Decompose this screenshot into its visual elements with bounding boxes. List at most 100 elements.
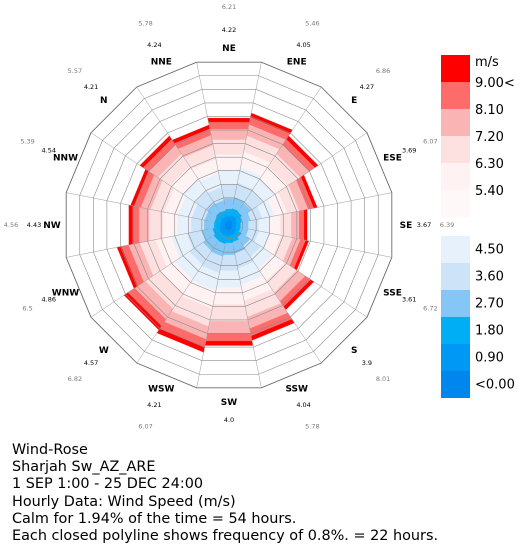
petal-band bbox=[258, 216, 270, 234]
direction-spoke bbox=[249, 228, 392, 258]
outer-ring-label: 4.56 bbox=[4, 221, 18, 229]
inner-ring-label: 4.54 bbox=[42, 146, 56, 154]
inner-ring-label: 4.57 bbox=[84, 359, 98, 367]
inner-ring-label: 3.69 bbox=[402, 146, 416, 154]
legend-label: 0.90 bbox=[475, 351, 504, 366]
direction-spokes-layer bbox=[66, 62, 392, 388]
inner-ring-label: 3.67 bbox=[417, 221, 431, 229]
petal-band bbox=[132, 205, 140, 245]
legend-swatch bbox=[441, 371, 470, 398]
direction-label-e: E bbox=[351, 96, 357, 106]
inner-ring-label: 4.27 bbox=[360, 83, 374, 91]
legend-swatch bbox=[441, 136, 470, 163]
chart-caption: Wind-Rose Sharjah Sw_AZ_ARE 1 SEP 1:00 -… bbox=[12, 442, 438, 545]
ring-labels-layer: 4.21 4.24 4.22 4.05 4.27 3.69 3.67 3.61 3.9 4.04 4… bbox=[4, 3, 454, 440]
caption-location: Sharjah Sw_AZ_ARE bbox=[12, 459, 156, 476]
petal-nne bbox=[172, 124, 230, 226]
outer-ring-label: 6.86 bbox=[376, 67, 390, 75]
outer-ring-label: 6.21 bbox=[222, 3, 236, 11]
petal-band bbox=[291, 210, 300, 240]
petal-band bbox=[209, 128, 249, 140]
petal-ene bbox=[228, 112, 293, 226]
direction-label-n: N bbox=[100, 96, 108, 106]
direction-spoke bbox=[249, 192, 392, 222]
direction-spoke bbox=[246, 236, 368, 318]
legend-label: 7.20 bbox=[475, 130, 504, 145]
legend-label: 6.30 bbox=[475, 157, 504, 172]
legend-unit: m/s bbox=[475, 55, 499, 70]
petal-band bbox=[280, 212, 292, 238]
petal-band bbox=[269, 214, 281, 236]
direction-label-se: SE bbox=[400, 221, 413, 231]
petal-ne bbox=[207, 117, 251, 226]
petal-nnw bbox=[130, 168, 230, 226]
caption-data-type: Hourly Data: Wind Speed (m/s) bbox=[12, 493, 236, 510]
caption-polyline: Each closed polyline shows frequency of … bbox=[12, 528, 439, 545]
outer-ring-label: 5.46 bbox=[305, 20, 319, 28]
legend-label: <0.00 bbox=[475, 378, 515, 393]
legend-swatch bbox=[441, 317, 470, 344]
frequency-ring bbox=[215, 211, 243, 239]
petal-band bbox=[207, 321, 251, 334]
legend-swatch bbox=[441, 82, 470, 109]
direction-spoke bbox=[232, 245, 262, 388]
direction-label-ssw: SSW bbox=[285, 385, 308, 395]
petal-band bbox=[217, 169, 241, 185]
legend-label: 1.80 bbox=[475, 324, 504, 339]
petal-band bbox=[214, 154, 244, 170]
outer-ring-label: 6.72 bbox=[423, 304, 437, 312]
inner-ring-label: 4.24 bbox=[147, 41, 161, 49]
inner-ring-label: 4.21 bbox=[84, 83, 98, 91]
legend-swatch bbox=[441, 163, 470, 190]
petal-wsw bbox=[156, 224, 230, 353]
direction-spoke bbox=[66, 228, 209, 258]
direction-label-sw: SW bbox=[221, 398, 237, 408]
inner-ring-label: 3.9 bbox=[362, 359, 372, 367]
caption-title: Wind-Rose bbox=[12, 442, 88, 458]
legend-swatch bbox=[441, 344, 470, 371]
inner-ring-label: 4.05 bbox=[296, 41, 310, 49]
outer-ring-label: 5.39 bbox=[20, 138, 34, 146]
inner-ring-label: 4.86 bbox=[42, 296, 56, 304]
outer-ring-label: 8.01 bbox=[376, 375, 390, 383]
direction-label-s: S bbox=[351, 346, 357, 356]
direction-label-sse: SSE bbox=[383, 289, 402, 299]
direction-spoke bbox=[246, 132, 368, 214]
petal-band bbox=[204, 341, 254, 346]
direction-spoke bbox=[136, 242, 218, 364]
direction-label-nw: NW bbox=[43, 221, 61, 231]
petal-band bbox=[209, 304, 249, 322]
petal-band bbox=[207, 117, 251, 123]
inner-ring-label: 4.43 bbox=[27, 221, 41, 229]
outer-ring-label: 5.85 bbox=[222, 439, 236, 440]
legend-label: 9.00< bbox=[475, 76, 515, 91]
petal-band bbox=[176, 214, 192, 236]
petal-ssw bbox=[228, 224, 295, 341]
legend-swatch bbox=[441, 290, 470, 317]
petal-band bbox=[128, 204, 133, 246]
outer-ring-label: 5.78 bbox=[138, 20, 152, 28]
petal-band bbox=[299, 209, 305, 241]
direction-spoke bbox=[136, 86, 218, 208]
inner-ring-label: 4.21 bbox=[147, 401, 161, 409]
legend-label: 4.50 bbox=[475, 243, 504, 258]
wind-rose-chart: N NNE NE ENE E ESE SE SSE S SSW SW WSW W WNW NW NNW 4.2… bbox=[4, 3, 515, 440]
direction-spoke bbox=[240, 86, 322, 208]
outer-ring-label: 5.78 bbox=[305, 422, 319, 430]
direction-label-nnw: NNW bbox=[53, 153, 78, 163]
legend-label: 5.40 bbox=[475, 184, 504, 199]
petal-band bbox=[205, 333, 253, 342]
direction-spoke bbox=[240, 242, 322, 364]
direction-labels-layer: N NNE NE ENE E ESE SE SSE S SSW SW WSW W WNW NW NNW bbox=[43, 44, 412, 408]
legend-label: 8.10 bbox=[475, 103, 504, 118]
direction-label-ese: ESE bbox=[383, 153, 402, 163]
petal-band bbox=[304, 209, 308, 241]
inner-ring-label: 4.04 bbox=[296, 401, 310, 409]
legend-label: 2.70 bbox=[475, 297, 504, 312]
direction-spoke bbox=[232, 62, 262, 205]
petal-sse bbox=[228, 224, 309, 271]
petal-e bbox=[228, 135, 319, 226]
outer-ring-label: 6.39 bbox=[440, 221, 454, 229]
legend-swatch bbox=[441, 55, 470, 82]
direction-label-wsw: WSW bbox=[148, 385, 174, 395]
